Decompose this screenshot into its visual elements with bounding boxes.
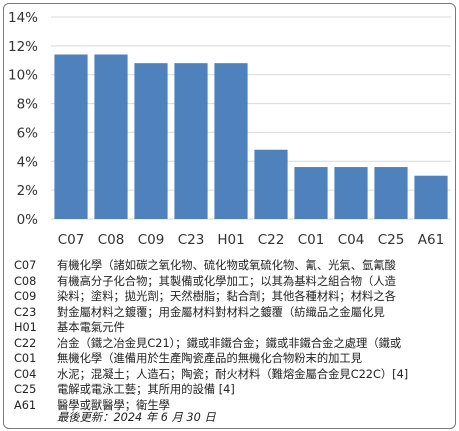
x-tick-label-C07: C07 bbox=[58, 232, 85, 248]
y-tick-label: 8% bbox=[17, 97, 39, 113]
x-tick-label-A61: A61 bbox=[418, 232, 444, 248]
bar-C22 bbox=[254, 149, 288, 219]
legend-code: A61 bbox=[14, 398, 37, 412]
legend-row-A61: A61 醫學或獸醫學；衛生學 bbox=[14, 398, 450, 414]
legend-row-H01: H01 基本電氣元件 bbox=[14, 320, 450, 336]
bars bbox=[54, 54, 448, 220]
bar-C07 bbox=[54, 54, 88, 220]
legend-description: 電解或電泳工藝；其所用的設備 [4] bbox=[57, 383, 235, 396]
legend-code: C04 bbox=[14, 367, 37, 381]
legend-row-C25: C25 電解或電泳工藝；其所用的設備 [4] bbox=[14, 382, 450, 398]
bar-C01 bbox=[294, 167, 328, 219]
legend: C07 有機化學（諸如碳之氧化物、硫化物或氧硫化物、氰、光氣、氫氰酸 C08 有機高分… bbox=[14, 258, 450, 413]
legend-code: C07 bbox=[14, 259, 37, 272]
last-updated: 最後更新：2024 年 6 月 30 日 bbox=[57, 411, 216, 424]
legend-row-C04: C04 水泥；混凝土；人造石；陶瓷；耐火材料（難熔金屬合金見C22C）[4] bbox=[14, 367, 450, 383]
legend-description: 染料；塗料；拋光劑；天然樹脂；黏合劑；其他各種材料；材料之各 bbox=[57, 290, 396, 303]
legend-code: C22 bbox=[14, 336, 37, 350]
bar-A61 bbox=[414, 175, 448, 219]
y-tick-label: 12% bbox=[8, 39, 38, 55]
y-tick-label: 14% bbox=[8, 10, 38, 26]
x-tick-label-C08: C08 bbox=[98, 232, 125, 248]
legend-row-C07: C07 有機化學（諸如碳之氧化物、硫化物或氧硫化物、氰、光氣、氫氰酸 bbox=[14, 258, 450, 274]
bar-chart: 0%2%4%6%8%10%12%14% C07 C08 C09 C23 H01 C22 C0… bbox=[8, 10, 451, 248]
bar-H01 bbox=[214, 63, 248, 219]
legend-row-C23: C23 對金屬材料之鍍覆；用金屬材料對材料之鍍覆（紡織品之金屬化見 bbox=[14, 305, 450, 321]
bar-C09 bbox=[134, 63, 168, 219]
legend-row-C09: C09 染料；塗料；拋光劑；天然樹脂；黏合劑；其他各種材料；材料之各 bbox=[14, 289, 450, 305]
x-tick-label-C25: C25 bbox=[378, 232, 405, 248]
y-tick-label: 4% bbox=[17, 154, 39, 170]
legend-code: C23 bbox=[14, 305, 37, 319]
bar-C25 bbox=[374, 167, 408, 219]
y-tick-label: 0% bbox=[17, 212, 39, 228]
legend-description: 水泥；混凝土；人造石；陶瓷；耐火材料（難熔金屬合金見C22C）[4] bbox=[57, 367, 409, 381]
legend-row-C22: C22 冶金（鐵之冶金見C21）；鐵或非鐵合金；鐵或非鐵合金之處理（鐵或 bbox=[14, 336, 450, 352]
x-tick-label-C22: C22 bbox=[258, 232, 285, 248]
legend-description: 冶金（鐵之冶金見C21）；鐵或非鐵合金；鐵或非鐵合金之處理（鐵或 bbox=[57, 336, 402, 350]
y-axis-ticks: 0% 2% 4% 6% 8% 10% 12% 14% bbox=[8, 10, 38, 228]
chart-panel: 0% 2% 4% 6% 8% 10% 12% 14% C07 C08 C09 C23 H01 C22 C0… bbox=[3, 3, 456, 429]
legend-description: 對金屬材料之鍍覆；用金屬材料對材料之鍍覆（紡織品之金屬化見 bbox=[57, 305, 385, 319]
legend-code: C09 bbox=[14, 290, 37, 303]
legend-code: C01 bbox=[14, 352, 37, 365]
y-tick-label: 6% bbox=[17, 125, 39, 141]
legend-row-C08: C08 有機高分子化合物；其製備或化學加工；以其為基料之組合物（人造 bbox=[14, 274, 450, 290]
legend-description: 醫學或獸醫學；衛生學 bbox=[57, 398, 170, 412]
legend-code: H01 bbox=[14, 321, 37, 334]
legend-description: 有機高分子化合物；其製備或化學加工；以其為基料之組合物（人造 bbox=[57, 274, 396, 288]
bar-C04 bbox=[334, 167, 368, 219]
legend-code: C08 bbox=[14, 274, 37, 288]
y-tick-label: 2% bbox=[17, 183, 39, 199]
bar-C23 bbox=[174, 63, 208, 219]
x-tick-label-C23: C23 bbox=[178, 232, 205, 248]
legend-description: 基本電氣元件 bbox=[57, 321, 125, 334]
y-tick-label: 10% bbox=[8, 68, 38, 84]
legend-row-C01: C01 無機化學（進備用於生產陶瓷產品的無機化合物粉末的加工見 bbox=[14, 351, 450, 367]
x-tick-label-H01: H01 bbox=[217, 232, 244, 248]
legend-code: C25 bbox=[14, 383, 37, 396]
x-tick-label-C04: C04 bbox=[338, 232, 365, 248]
legend-description: 無機化學（進備用於生產陶瓷產品的無機化合物粉末的加工見 bbox=[57, 352, 363, 365]
x-tick-label-C09: C09 bbox=[138, 232, 165, 248]
bar-C08 bbox=[94, 54, 128, 220]
x-axis-ticks: C07 C08 C09 C23 H01 C22 C01 C04 C25 A61 bbox=[58, 232, 445, 248]
x-tick-label-C01: C01 bbox=[298, 232, 325, 248]
legend-description: 有機化學（諸如碳之氧化物、硫化物或氧硫化物、氰、光氣、氫氰酸 bbox=[57, 259, 396, 272]
